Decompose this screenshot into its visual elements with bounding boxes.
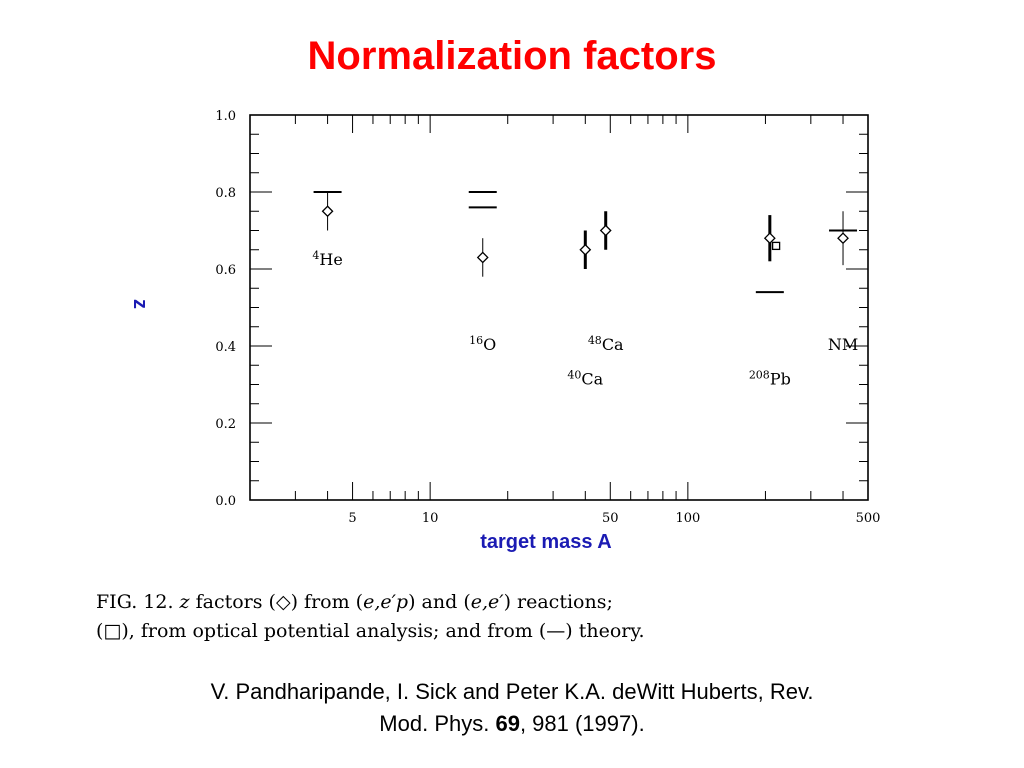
x-tick-label: 5 xyxy=(348,511,356,526)
y-axis-label: z xyxy=(129,299,151,309)
nucleus-label: 48Ca xyxy=(588,334,624,354)
caption-fig-label: FIG. 12. xyxy=(96,591,174,613)
citation-volume: 69 xyxy=(495,711,520,736)
x-axis-label: target mass A xyxy=(480,531,612,553)
diamond-point xyxy=(321,205,334,218)
x-tick-label: 100 xyxy=(675,511,700,526)
citation: V. Pandharipande, I. Sick and Peter K.A.… xyxy=(100,676,924,740)
x-tick-label: 500 xyxy=(856,511,881,526)
caption-ee: e,e′ xyxy=(470,591,504,613)
caption-z: z xyxy=(179,591,190,613)
nucleus-mass-number: 48 xyxy=(588,334,602,347)
caption-square-symbol: □ xyxy=(103,620,122,642)
plot-frame xyxy=(249,114,869,501)
citation-rest: , 981 (1997). xyxy=(519,711,645,736)
slide-title: Normalization factors xyxy=(307,34,717,78)
diamond-point xyxy=(837,232,849,245)
nucleus-symbol: He xyxy=(319,250,342,269)
y-tick-label: 1.0 xyxy=(215,109,236,124)
nucleus-label: 4He xyxy=(312,249,342,269)
caption-text-6: ), from optical potential analysis; and … xyxy=(121,620,645,642)
caption-text-1: factors ( xyxy=(195,591,276,613)
nucleus-symbol: Ca xyxy=(602,335,624,354)
x-tick-label: 10 xyxy=(422,511,439,526)
caption-text-4: ) reactions; xyxy=(503,591,613,613)
diamond-point xyxy=(579,243,592,256)
nucleus-label: NM xyxy=(828,335,858,354)
y-tick-label: 0.8 xyxy=(215,186,236,201)
nucleus-label: 208Pb xyxy=(749,369,791,389)
caption-text-3: ) and ( xyxy=(408,591,471,613)
y-tick-label: 0.4 xyxy=(215,340,236,355)
caption-text-5: ( xyxy=(96,620,104,642)
nucleus-label: 16O xyxy=(469,334,496,354)
caption-text-2: ) from ( xyxy=(290,591,364,613)
citation-journal: Mod. Phys. xyxy=(379,711,496,736)
citation-authors: V. Pandharipande, I. Sick and Peter K.A.… xyxy=(210,679,814,704)
x-tick-label: 50 xyxy=(602,511,619,526)
nucleus-symbol: Pb xyxy=(770,370,791,389)
diamond-point xyxy=(476,251,489,264)
nucleus-symbol: O xyxy=(483,335,496,354)
y-tick-label: 0.2 xyxy=(215,417,236,432)
caption-diamond-symbol: ◇ xyxy=(275,591,291,613)
nucleus-mass-number: 16 xyxy=(469,334,483,347)
square-point xyxy=(771,241,781,251)
figure-caption: FIG. 12. z factors (◇) from (e,e′p) and … xyxy=(96,588,936,646)
y-tick-label: 0.6 xyxy=(215,263,236,278)
nucleus-mass-number: 40 xyxy=(567,369,581,382)
nucleus-mass-number: 4 xyxy=(312,249,319,262)
nucleus-symbol: Ca xyxy=(581,370,603,389)
nucleus-mass-number: 208 xyxy=(749,369,770,382)
diamond-point xyxy=(599,224,612,237)
y-tick-label: 0.0 xyxy=(215,494,236,509)
nucleus-label: 40Ca xyxy=(567,369,603,389)
caption-eep: e,e′p xyxy=(363,591,409,613)
diamond-point xyxy=(763,232,776,245)
